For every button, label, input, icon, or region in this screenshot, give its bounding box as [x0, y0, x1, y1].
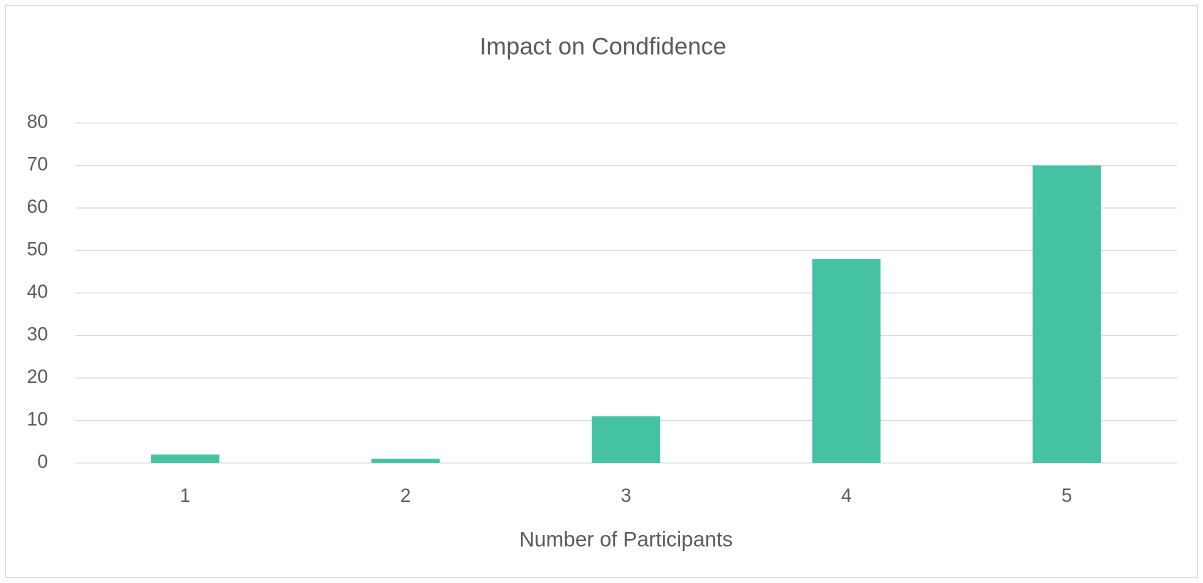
x-tick-label: 5	[1062, 486, 1073, 507]
x-tick-label: 1	[180, 486, 191, 507]
y-tick-label: 30	[27, 325, 48, 346]
y-tick-label: 10	[27, 410, 48, 431]
y-tick-label: 80	[27, 112, 48, 133]
y-tick-label: 20	[27, 367, 48, 388]
bar	[1032, 165, 1101, 463]
x-axis-label: Number of Participants	[519, 529, 733, 552]
bar	[591, 416, 661, 463]
y-tick-label: 0	[37, 452, 48, 473]
y-tick-label: 50	[27, 240, 48, 261]
bar	[812, 259, 881, 463]
y-tick-label: 60	[27, 197, 48, 218]
y-tick-label: 70	[27, 155, 48, 176]
x-tick-label: 2	[400, 486, 411, 507]
x-tick-label: 3	[621, 486, 632, 507]
x-tick-label: 4	[841, 486, 852, 507]
chart-title: Impact on Condfidence	[480, 33, 727, 60]
bar	[371, 458, 440, 463]
bar	[151, 454, 220, 463]
y-tick-label: 40	[27, 282, 48, 303]
chart-border	[5, 5, 1198, 578]
